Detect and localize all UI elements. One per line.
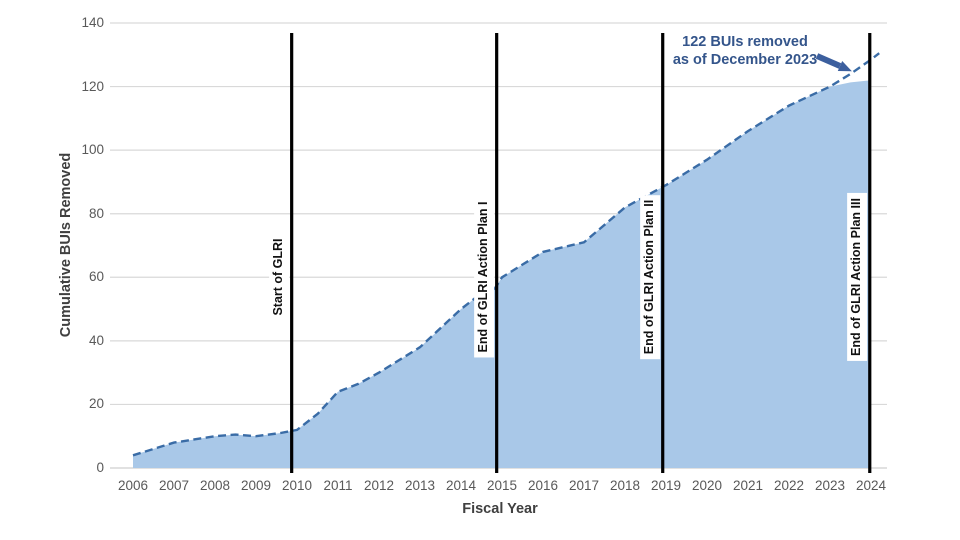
- x-tick-label: 2006: [117, 478, 149, 493]
- x-tick-label: 2008: [199, 478, 231, 493]
- x-tick-label: 2017: [568, 478, 600, 493]
- y-tick-label: 120: [81, 78, 104, 94]
- x-tick-label: 2010: [281, 478, 313, 493]
- y-tick-label: 80: [88, 205, 104, 221]
- x-tick-label: 2021: [732, 478, 764, 493]
- x-tick-label: 2014: [445, 478, 477, 493]
- x-tick-label: 2016: [527, 478, 559, 493]
- event-label-end-of-glri-action-plan-ii: End of GLRI Action Plan II: [639, 194, 660, 360]
- y-tick-label: 20: [88, 396, 104, 412]
- annotation-line-1: 122 BUIs removed: [682, 34, 808, 50]
- x-tick-label: 2013: [404, 478, 436, 493]
- x-tick-label: 2011: [323, 478, 353, 493]
- annotation-122-buis: 122 BUIs removed as of December 2023: [625, 33, 865, 69]
- y-tick-label: 40: [88, 332, 104, 348]
- x-tick-label: 2024: [855, 478, 887, 493]
- annotation-line-2: as of December 2023: [672, 52, 818, 69]
- x-tick-label: 2023: [814, 478, 846, 493]
- area-fill: [133, 80, 871, 468]
- y-tick-label: 0: [96, 460, 104, 475]
- y-tick-label: 60: [88, 269, 104, 285]
- x-tick-label: 2019: [650, 478, 682, 493]
- y-tick-label: 140: [81, 15, 104, 30]
- x-tick-label: 2015: [486, 478, 518, 493]
- event-label-end-of-glri-action-plan-iii: End of GLRI Action Plan III: [846, 193, 867, 361]
- x-tick-label: 2012: [363, 478, 395, 493]
- y-tick-label: 100: [81, 142, 104, 158]
- x-tick-label: 2018: [609, 478, 641, 493]
- event-label-start-of-glri: Start of GLRI: [268, 233, 289, 321]
- y-axis-title: Cumulative BUIs Removed: [58, 152, 74, 338]
- x-tick-label: 2020: [691, 478, 723, 493]
- x-tick-label: 2009: [240, 478, 272, 493]
- x-tick-label: 2022: [773, 478, 805, 493]
- x-tick-label: 2007: [158, 478, 190, 493]
- event-label-end-of-glri-action-plan-i: End of GLRI Action Plan I: [473, 196, 494, 358]
- x-axis-title: Fiscal Year: [462, 501, 538, 517]
